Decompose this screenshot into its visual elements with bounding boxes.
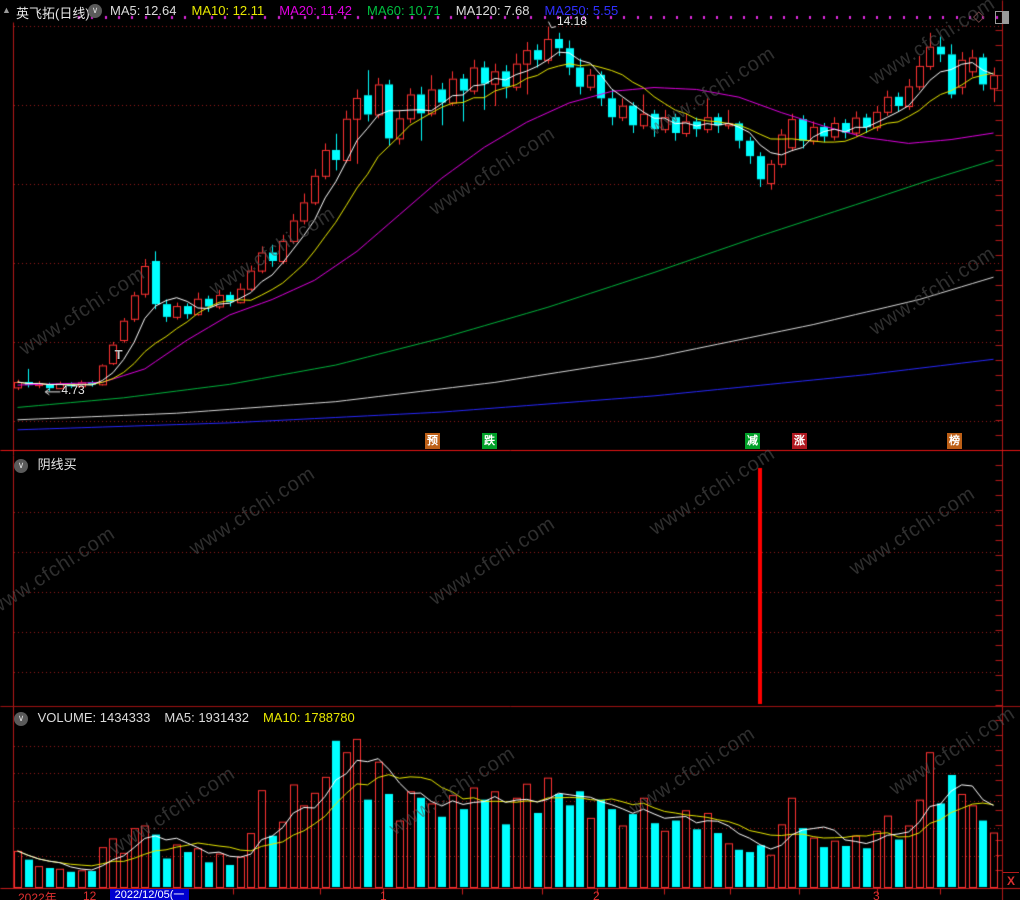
stock-title: 英飞拓(日线) xyxy=(16,6,90,21)
axis-year-label: 2022年 xyxy=(18,891,57,900)
axis-month-label: 12 xyxy=(83,889,97,900)
volume-panel-header: ∨ VOLUME: 1434333 MA5: 1931432 MA10: 17887… xyxy=(14,710,369,726)
ma-label-2: MA20: 11.42 xyxy=(279,3,353,18)
ma-label-1: MA10: 12.11 xyxy=(191,3,265,18)
axis-date-highlight: 2022/12/05(一 xyxy=(110,889,189,900)
diamond-tool-icon[interactable]: ◇ xyxy=(973,8,985,25)
event-badge-3[interactable]: 涨 xyxy=(792,433,807,449)
event-badge-0[interactable]: 预 xyxy=(425,433,440,449)
volume-label-1: MA5: 1931432 xyxy=(164,710,249,725)
indicator-name: 阴线买 xyxy=(37,457,77,472)
event-badge-1[interactable]: 跌 xyxy=(482,433,497,449)
ma-label-0: MA5: 12.64 xyxy=(110,3,177,18)
event-badge-2[interactable]: 减 xyxy=(745,433,760,449)
scroll-up-icon[interactable]: ▲ xyxy=(2,5,11,15)
ma-legend: MA5: 12.64 MA10: 12.11 MA20: 11.42 MA60: 10… xyxy=(110,3,633,18)
ma-label-5: MA250: 5.55 xyxy=(544,3,619,18)
volume-legend: VOLUME: 1434333 MA5: 1931432 MA10: 1788780 xyxy=(38,710,369,725)
close-button[interactable]: X xyxy=(1003,872,1019,889)
ma-label-3: MA60: 10.71 xyxy=(367,3,441,18)
event-badge-4[interactable]: 榜 xyxy=(947,433,962,449)
high-price-annotation: 14.18 xyxy=(556,14,587,28)
axis-month-mark-1: 2 xyxy=(593,889,600,900)
indicator-panel-header: ∨ 阴线买 xyxy=(14,454,77,473)
volume-label-2: MA10: 1788780 xyxy=(262,710,355,725)
main-chart-header: ▲ 英飞拓(日线) ∨ MA5: 12.64 MA10: 12.11 MA20: 1… xyxy=(0,3,1009,25)
volume-label-0: VOLUME: 1434333 xyxy=(37,710,151,725)
axis-month-mark-2: 3 xyxy=(873,889,880,900)
ma-label-4: MA120: 7.68 xyxy=(455,3,530,18)
low-price-annotation: 4.73 xyxy=(61,382,85,397)
t-signal-marker: T xyxy=(114,346,123,362)
axis-month-mark-0: 1 xyxy=(380,889,387,900)
split-window-icon[interactable] xyxy=(995,11,1009,24)
collapse-volume-chevron-icon[interactable]: ∨ xyxy=(14,711,28,726)
collapse-indicator-chevron-icon[interactable]: ∨ xyxy=(14,458,28,473)
collapse-main-chevron-icon[interactable]: ∨ xyxy=(88,4,102,18)
